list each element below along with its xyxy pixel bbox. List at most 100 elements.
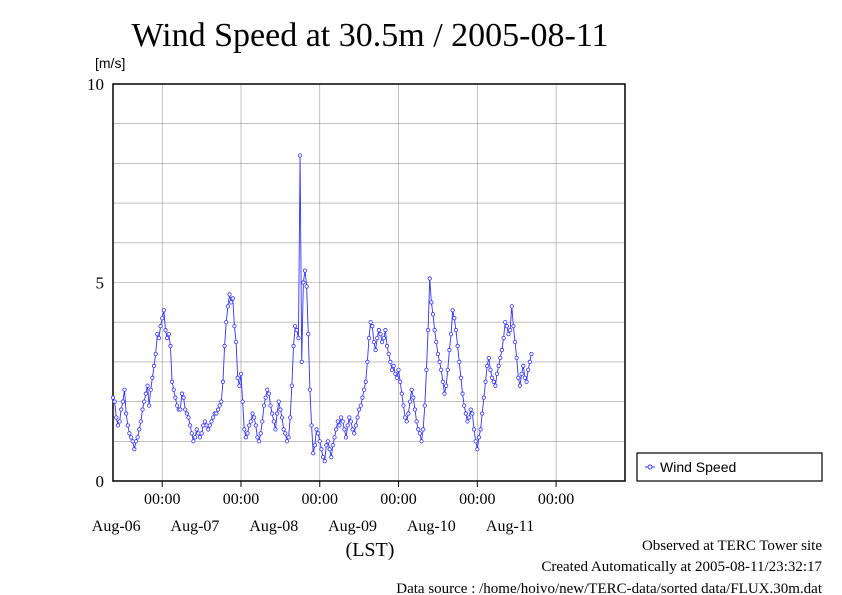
data-point	[486, 355, 491, 361]
data-point	[448, 332, 454, 337]
data-point	[301, 280, 306, 285]
data-point	[263, 395, 268, 400]
data-point	[366, 335, 372, 341]
data-point	[320, 455, 326, 460]
data-point	[191, 439, 196, 444]
y-axis-label: [m/s]	[95, 55, 125, 71]
data-point	[473, 439, 478, 444]
data-point	[506, 332, 511, 337]
data-point	[199, 431, 204, 436]
data-point	[511, 324, 516, 329]
data-point	[229, 300, 234, 305]
data-point	[173, 395, 178, 400]
data-point	[404, 419, 409, 424]
data-point	[343, 435, 349, 440]
data-point	[137, 427, 142, 432]
data-point	[142, 399, 147, 404]
data-point	[248, 419, 253, 424]
data-point	[529, 351, 534, 357]
data-point	[284, 439, 290, 444]
x-tick-label: 00:00	[302, 491, 338, 508]
data-point	[350, 427, 355, 432]
chart-title: Wind Speed at 30.5m / 2005-08-11	[131, 17, 608, 54]
data-point	[288, 415, 293, 420]
data-point	[457, 359, 462, 364]
data-point	[125, 423, 130, 428]
wind-speed-series-points	[110, 153, 534, 464]
data-point	[324, 443, 329, 448]
x-tick-label: 00:00	[223, 491, 259, 508]
data-point	[416, 427, 421, 432]
data-point	[160, 316, 165, 321]
data-point	[260, 419, 265, 424]
data-point	[166, 332, 171, 337]
x-date-label: Aug-08	[249, 518, 298, 535]
data-point	[266, 391, 271, 396]
data-point	[381, 335, 386, 341]
data-point	[348, 419, 354, 424]
data-point	[355, 415, 360, 420]
data-point	[120, 399, 125, 404]
data-point	[493, 383, 498, 388]
data-point	[202, 419, 207, 424]
data-point	[463, 411, 468, 416]
data-point	[421, 427, 426, 432]
data-point	[412, 407, 418, 412]
data-point	[145, 383, 150, 388]
data-point	[406, 411, 411, 416]
data-point	[437, 359, 442, 364]
data-point	[281, 427, 286, 432]
data-point	[453, 328, 459, 333]
data-point	[527, 359, 532, 364]
data-point	[174, 403, 180, 408]
data-point	[222, 343, 227, 349]
y-tick-label: 5	[96, 274, 105, 293]
data-point	[243, 435, 249, 440]
data-point	[289, 383, 294, 388]
data-point	[304, 284, 309, 289]
data-point	[138, 419, 143, 424]
data-point	[361, 387, 367, 392]
data-point	[132, 447, 137, 452]
data-point	[307, 387, 313, 392]
data-point	[319, 447, 324, 452]
data-point	[427, 276, 432, 281]
data-point	[256, 439, 262, 444]
data-point	[450, 308, 455, 313]
data-point	[316, 431, 321, 436]
x-tick-label: 00:00	[459, 491, 495, 508]
data-point	[524, 379, 529, 384]
data-point	[526, 367, 531, 372]
legend: Wind Speed	[636, 452, 823, 482]
data-point	[197, 435, 203, 440]
data-point	[393, 371, 398, 376]
data-point	[401, 403, 406, 408]
x-axis-label: (LST)	[346, 539, 395, 561]
data-point	[335, 419, 340, 424]
data-point	[489, 375, 495, 380]
data-point	[110, 395, 116, 400]
data-point	[514, 355, 519, 361]
data-point	[376, 328, 381, 333]
data-point	[499, 347, 505, 353]
data-point	[235, 375, 240, 380]
data-point	[178, 407, 183, 412]
data-point	[439, 367, 444, 372]
data-point	[258, 431, 263, 436]
data-point	[206, 427, 211, 432]
x-date-label: Aug-09	[328, 518, 377, 535]
data-point	[237, 383, 242, 388]
data-point	[309, 423, 314, 428]
data-point	[458, 375, 463, 380]
data-point	[386, 351, 391, 357]
data-point	[411, 395, 416, 400]
data-point	[509, 304, 514, 309]
data-point	[128, 435, 134, 440]
data-point	[468, 407, 473, 412]
data-point	[419, 439, 424, 444]
data-point	[211, 415, 216, 420]
data-point	[158, 324, 163, 329]
data-point	[360, 395, 365, 400]
annotation-source: Data source : /home/hoivo/new/TERC-data/…	[396, 581, 823, 595]
data-point	[440, 379, 445, 384]
